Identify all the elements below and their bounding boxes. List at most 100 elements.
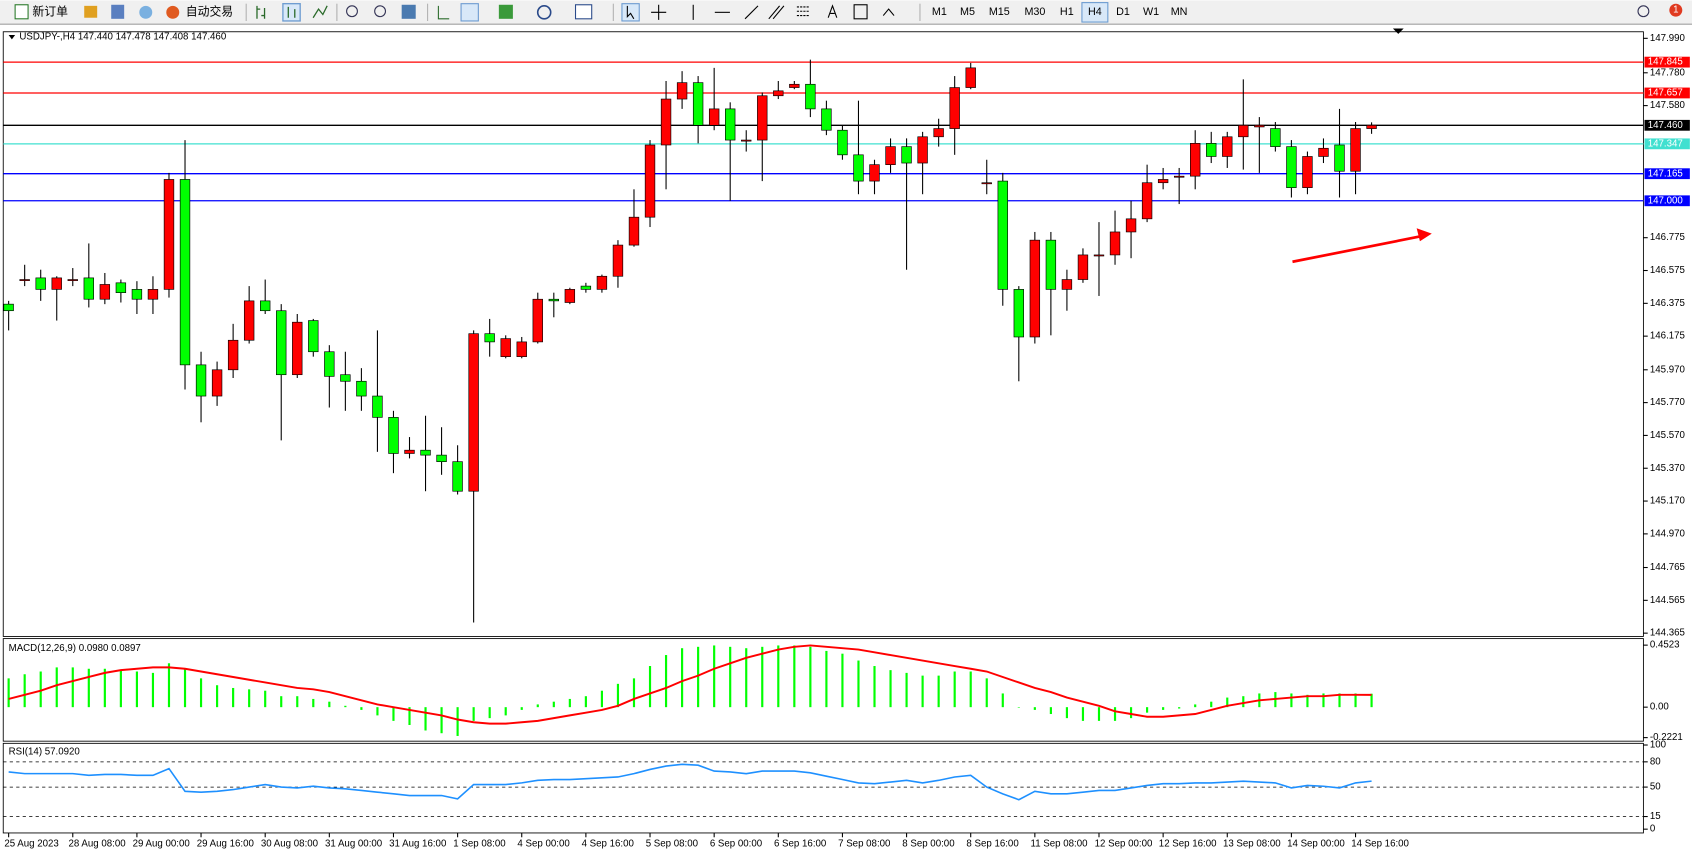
zoom-out-tool[interactable] bbox=[374, 5, 387, 18]
macd-bar bbox=[1226, 697, 1229, 708]
timeframe-button[interactable]: M30 bbox=[1024, 6, 1045, 18]
search-button[interactable] bbox=[1637, 5, 1650, 18]
timeframe-button[interactable]: M5 bbox=[960, 6, 975, 18]
macd-bar bbox=[1290, 693, 1293, 708]
autoscroll-tool[interactable] bbox=[437, 5, 450, 20]
macd-bar bbox=[1001, 693, 1004, 708]
timeframe-button[interactable]: D1 bbox=[1116, 6, 1130, 18]
toolbar-icon[interactable] bbox=[84, 5, 98, 18]
arrows-tool[interactable] bbox=[882, 8, 895, 16]
macd-bar bbox=[873, 666, 876, 708]
timeframe-button[interactable]: M15 bbox=[989, 6, 1010, 18]
timeframe-button[interactable]: W1 bbox=[1143, 6, 1159, 18]
macd-bar bbox=[761, 646, 764, 708]
macd-bar bbox=[167, 663, 171, 708]
price-level-tag bbox=[1644, 138, 1690, 150]
macd-bar bbox=[119, 670, 122, 708]
macd-bar bbox=[103, 668, 106, 708]
candle-body bbox=[708, 108, 720, 126]
candle-body bbox=[163, 179, 175, 290]
macd-bar bbox=[1370, 693, 1373, 708]
cursor-tool[interactable] bbox=[621, 3, 640, 22]
candle-body bbox=[917, 136, 928, 164]
candle-body bbox=[372, 395, 383, 418]
bar-chart-tool[interactable] bbox=[256, 5, 266, 19]
chart-shift-tool[interactable] bbox=[460, 3, 479, 22]
fibonacci-tool[interactable] bbox=[796, 6, 810, 17]
crosshair-tool[interactable] bbox=[651, 4, 667, 20]
macd-bar bbox=[23, 674, 26, 708]
y-tick-label: 145.970 bbox=[1650, 364, 1686, 375]
symbol-menu-marker bbox=[8, 35, 16, 40]
candle-body bbox=[1093, 254, 1105, 257]
x-tick-label: 1 Sep 08:00 bbox=[453, 838, 506, 849]
notification-badge[interactable] bbox=[1669, 3, 1683, 17]
y-tick-label: 147.990 bbox=[1650, 33, 1686, 44]
y-tick-label: 146.375 bbox=[1650, 298, 1685, 309]
x-tick-label: 12 Sep 00:00 bbox=[1095, 838, 1153, 849]
candle-body bbox=[660, 98, 672, 146]
x-tick-label: 12 Sep 16:00 bbox=[1159, 838, 1217, 849]
candle-body bbox=[805, 83, 816, 110]
candle-body bbox=[500, 338, 511, 357]
price-level-tag bbox=[1644, 87, 1690, 99]
macd-bar bbox=[889, 670, 892, 708]
channel-tool[interactable] bbox=[768, 5, 785, 20]
auto-trade-button[interactable]: 自动交易 bbox=[166, 4, 233, 19]
timeframe-button[interactable]: H1 bbox=[1060, 6, 1074, 18]
macd-bar bbox=[199, 678, 203, 708]
candle-body bbox=[1270, 128, 1281, 147]
x-tick-label: 31 Aug 16:00 bbox=[389, 838, 447, 849]
candle-body bbox=[644, 144, 656, 218]
label-tool[interactable] bbox=[853, 4, 868, 20]
toolbar-icon[interactable] bbox=[111, 4, 125, 19]
y-tick-label: 0.00 bbox=[1650, 702, 1669, 713]
candle-body bbox=[532, 298, 543, 343]
candle-body bbox=[965, 67, 976, 88]
y-tick-label: 147.580 bbox=[1650, 100, 1686, 111]
text-tool[interactable] bbox=[827, 4, 838, 18]
line-chart-tool[interactable] bbox=[312, 5, 328, 19]
candle-body bbox=[35, 277, 46, 290]
timeframe-button[interactable]: M1 bbox=[932, 6, 947, 18]
candle-body bbox=[1029, 239, 1041, 338]
timeframe-button[interactable]: MN bbox=[1171, 6, 1188, 18]
candle-body bbox=[324, 351, 335, 377]
candle-body bbox=[1013, 289, 1025, 338]
macd-bar bbox=[488, 707, 491, 719]
macd-bar bbox=[1129, 707, 1133, 719]
x-tick-label: 29 Aug 00:00 bbox=[133, 838, 191, 849]
x-tick-label: 6 Sep 00:00 bbox=[710, 838, 763, 849]
y-tick-label: 50 bbox=[1650, 782, 1661, 793]
periods-tool[interactable] bbox=[536, 5, 552, 20]
toolbar-icon[interactable] bbox=[139, 5, 153, 19]
candle-chart-tool[interactable] bbox=[282, 3, 301, 22]
macd-panel[interactable] bbox=[2, 638, 1644, 742]
auto-trade-icon bbox=[166, 5, 180, 19]
macd-bar bbox=[71, 667, 74, 708]
tile-windows-tool[interactable] bbox=[401, 4, 416, 19]
macd-bar bbox=[1162, 707, 1165, 710]
candle-body bbox=[885, 146, 896, 166]
candle-body bbox=[19, 279, 30, 281]
x-tick-label: 11 Sep 08:00 bbox=[1031, 838, 1089, 849]
y-tick-label: 146.575 bbox=[1650, 265, 1685, 276]
candle-body bbox=[179, 179, 191, 366]
candle-body bbox=[1173, 175, 1185, 178]
rsi-panel[interactable] bbox=[2, 742, 1644, 834]
x-tick-label: 30 Aug 08:00 bbox=[261, 838, 319, 849]
macd-bar bbox=[1049, 707, 1052, 715]
indicators-tool[interactable] bbox=[498, 4, 513, 19]
macd-bar bbox=[312, 698, 315, 708]
y-tick-label: 146.175 bbox=[1650, 331, 1685, 342]
y-tick-label: -0.2221 bbox=[1650, 732, 1683, 743]
macd-bar bbox=[536, 704, 539, 708]
zoom-in-tool[interactable] bbox=[346, 5, 358, 18]
candle-body bbox=[628, 216, 640, 246]
new-order-button[interactable]: 新订单 bbox=[14, 4, 68, 20]
trendline-tool[interactable] bbox=[744, 5, 759, 20]
templates-tool[interactable] bbox=[574, 4, 593, 20]
timeframe-button[interactable]: H4 bbox=[1088, 6, 1102, 18]
